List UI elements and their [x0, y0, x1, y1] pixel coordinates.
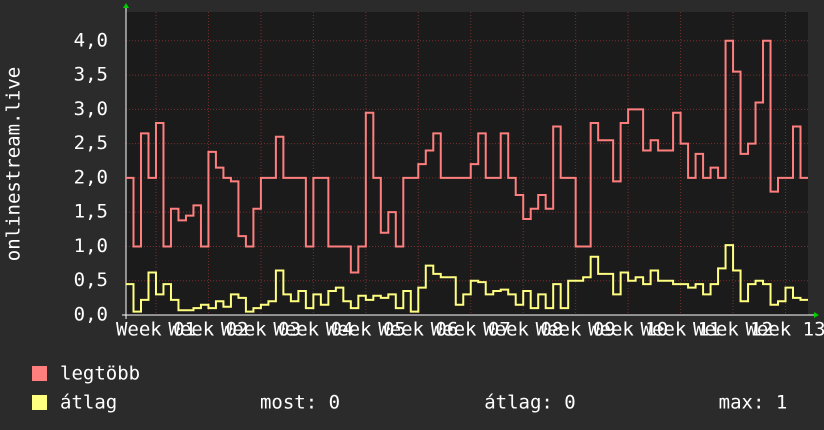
stat-label: most: 0	[260, 392, 340, 414]
x-tick-label: Week 04	[273, 319, 353, 341]
legend-label: legtöbb	[60, 363, 140, 385]
y-tick-label: 2,0	[74, 166, 108, 188]
y-tick-label: 3,0	[74, 98, 108, 120]
stat-label: max: 1	[719, 392, 788, 414]
y-axis-label: onlinestream.live	[3, 67, 25, 261]
x-tick-label: Week 01	[116, 319, 196, 341]
stat-label: átlag: 0	[484, 392, 576, 414]
x-tick-label: Week 12	[693, 319, 773, 341]
x-tick-label: Week 13	[745, 319, 824, 341]
y-tick-label: 1,5	[74, 201, 108, 223]
y-tick-label: 3,5	[74, 64, 108, 86]
axis-arrow	[814, 312, 819, 318]
data-line	[126, 39, 808, 274]
legend-swatch	[32, 395, 47, 410]
x-tick-label: Week 11	[641, 319, 721, 341]
legend-swatch	[32, 366, 47, 381]
axis-arrow	[123, 3, 129, 8]
y-tick-label: 2,5	[74, 132, 108, 154]
y-tick-label: 0,0	[74, 304, 108, 326]
data-line	[126, 244, 808, 313]
legend-label: átlag	[60, 392, 117, 414]
x-tick-label: Week 05	[326, 319, 406, 341]
x-tick-label: Week 09	[536, 319, 616, 341]
x-tick-label: Week 03	[221, 319, 301, 341]
y-tick-label: 4,0	[74, 29, 108, 51]
x-tick-label: Week 07	[431, 319, 511, 341]
y-tick-label: 0,5	[74, 269, 108, 291]
x-tick-label: Week 06	[378, 319, 458, 341]
y-tick-label: 1,0	[74, 235, 108, 257]
x-tick-label: Week 02	[168, 319, 248, 341]
x-tick-label: Week 08	[483, 319, 563, 341]
plot-area	[126, 12, 808, 315]
x-tick-label: Week 10	[588, 319, 668, 341]
